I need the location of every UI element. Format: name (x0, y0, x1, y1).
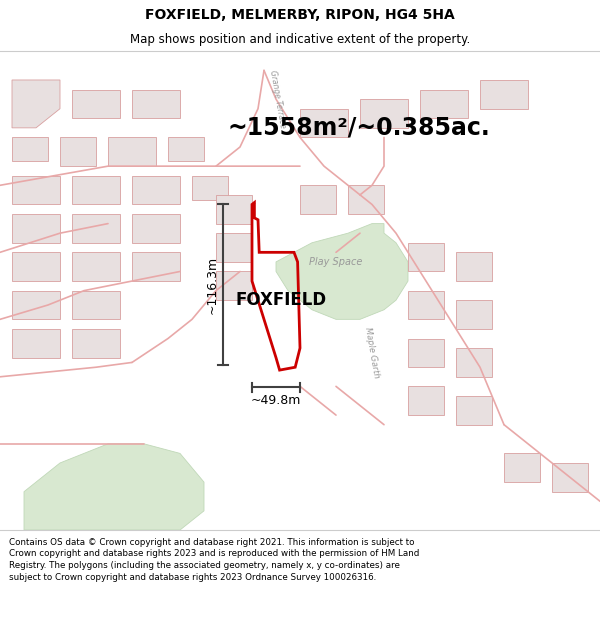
Polygon shape (408, 242, 444, 271)
Polygon shape (72, 291, 120, 319)
Polygon shape (456, 396, 492, 424)
Polygon shape (348, 185, 384, 214)
Polygon shape (132, 89, 180, 118)
Polygon shape (216, 195, 252, 224)
Text: ~49.8m: ~49.8m (251, 394, 301, 408)
Polygon shape (12, 176, 60, 204)
Polygon shape (60, 138, 96, 166)
Text: Play Space: Play Space (310, 257, 362, 267)
Text: Map shows position and indicative extent of the property.: Map shows position and indicative extent… (130, 34, 470, 46)
Text: Grange Terrace: Grange Terrace (268, 69, 287, 129)
Polygon shape (408, 386, 444, 415)
Polygon shape (360, 99, 408, 128)
Polygon shape (108, 138, 156, 166)
Text: FOXFIELD, MELMERBY, RIPON, HG4 5HA: FOXFIELD, MELMERBY, RIPON, HG4 5HA (145, 8, 455, 22)
Polygon shape (480, 80, 528, 109)
Polygon shape (132, 214, 180, 243)
Text: FOXFIELD: FOXFIELD (235, 291, 326, 309)
Polygon shape (12, 329, 60, 357)
Polygon shape (456, 300, 492, 329)
Polygon shape (12, 291, 60, 319)
Polygon shape (300, 109, 348, 138)
Polygon shape (72, 253, 120, 281)
Polygon shape (24, 444, 204, 530)
Polygon shape (456, 348, 492, 377)
Polygon shape (408, 291, 444, 319)
Polygon shape (456, 253, 492, 281)
Polygon shape (300, 185, 336, 214)
Polygon shape (12, 80, 60, 128)
Polygon shape (420, 89, 468, 118)
Polygon shape (72, 89, 120, 118)
Polygon shape (504, 453, 540, 482)
Polygon shape (216, 233, 252, 262)
Polygon shape (12, 253, 60, 281)
Polygon shape (72, 176, 120, 204)
Polygon shape (276, 224, 408, 319)
Text: Contains OS data © Crown copyright and database right 2021. This information is : Contains OS data © Crown copyright and d… (9, 538, 419, 582)
Polygon shape (72, 214, 120, 243)
Text: ~1558m²/~0.385ac.: ~1558m²/~0.385ac. (228, 116, 491, 140)
Polygon shape (192, 176, 228, 199)
Polygon shape (168, 138, 204, 161)
Text: Maple Garth: Maple Garth (363, 327, 381, 379)
Polygon shape (408, 339, 444, 367)
Text: ~116.3m: ~116.3m (206, 256, 219, 314)
Polygon shape (132, 253, 180, 281)
Polygon shape (12, 138, 48, 161)
Polygon shape (72, 329, 120, 357)
Polygon shape (216, 271, 252, 300)
Polygon shape (132, 176, 180, 204)
Polygon shape (552, 463, 588, 492)
Polygon shape (12, 214, 60, 243)
